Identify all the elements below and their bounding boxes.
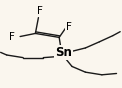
Text: F: F [66, 22, 72, 32]
Text: Sn: Sn [55, 46, 72, 59]
Text: F: F [9, 32, 15, 42]
Text: F: F [37, 6, 43, 16]
